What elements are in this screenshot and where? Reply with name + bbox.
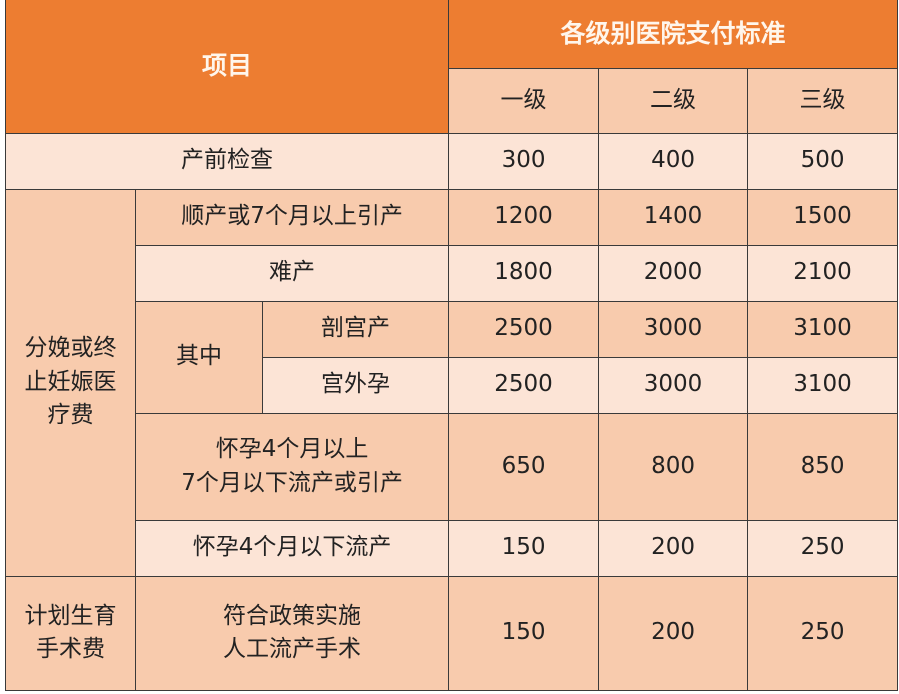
cell-value: 150 [448,519,600,577]
cell-value: 1200 [448,188,600,246]
row-label: 宫外孕 [261,356,450,414]
header-level-2: 二级 [598,67,749,134]
cell-value: 1800 [448,244,600,302]
cell-value: 250 [747,575,899,691]
cell-value: 2500 [448,300,600,358]
cell-value: 500 [747,132,899,190]
table-row: 怀孕4个月以下流产 150 200 250 [5,519,899,577]
payment-standard-table: 项目 各级别医院支付标准 一级 二级 三级 产前检查 300 400 500 分… [4,0,899,691]
row-label: 产前检查 [4,132,450,190]
table-row: 宫外孕 2500 3000 3100 [5,356,899,414]
cell-value: 200 [598,519,749,577]
table-row: 计划生育手术费 符合政策实施 人工流产手术 150 200 250 [5,575,899,691]
cell-value: 1400 [598,188,749,246]
row-label: 符合政策实施 人工流产手术 [134,575,450,691]
table-row: 难产 1800 2000 2100 [5,244,899,302]
group-among: 其中 [135,300,263,414]
cell-value: 2000 [598,244,749,302]
row-label: 顺产或7个月以上引产 [134,188,450,246]
cell-value: 3100 [747,300,899,358]
table-row: 怀孕4个月以上 7个月以下流产或引产 650 800 850 [5,412,899,521]
cell-value: 400 [598,132,749,190]
cell-value: 850 [747,412,899,521]
table-row: 产前检查 300 400 500 [4,132,899,190]
group-family-planning: 计划生育手术费 [5,575,136,691]
cell-value: 150 [448,575,600,691]
cell-value: 2100 [747,244,899,302]
header-level-3: 三级 [747,67,899,134]
row-label: 怀孕4个月以下流产 [134,519,450,577]
cell-value: 650 [448,412,600,521]
row-label: 难产 [134,244,450,302]
cell-value: 3100 [747,356,899,414]
header-standard: 各级别医院支付标准 [448,0,899,69]
row-label: 怀孕4个月以上 7个月以下流产或引产 [134,412,450,521]
row-label: 剖宫产 [261,300,450,358]
cell-value: 3000 [598,300,749,358]
table-row: 分娩或终止妊娠医疗费 顺产或7个月以上引产 1200 1400 1500 [5,188,899,577]
cell-value: 3000 [598,356,749,414]
cell-value: 800 [598,412,749,521]
table-row: 其中 剖宫产 2500 3000 3100 [5,300,899,414]
cell-value: 250 [747,519,899,577]
cell-value: 1500 [747,188,899,246]
group-delivery: 分娩或终止妊娠医疗费 [5,188,136,577]
header-item: 项目 [4,0,450,134]
cell-value: 300 [448,132,600,190]
cell-value: 200 [598,575,749,691]
cell-value: 2500 [448,356,600,414]
header-level-1: 一级 [448,67,600,134]
